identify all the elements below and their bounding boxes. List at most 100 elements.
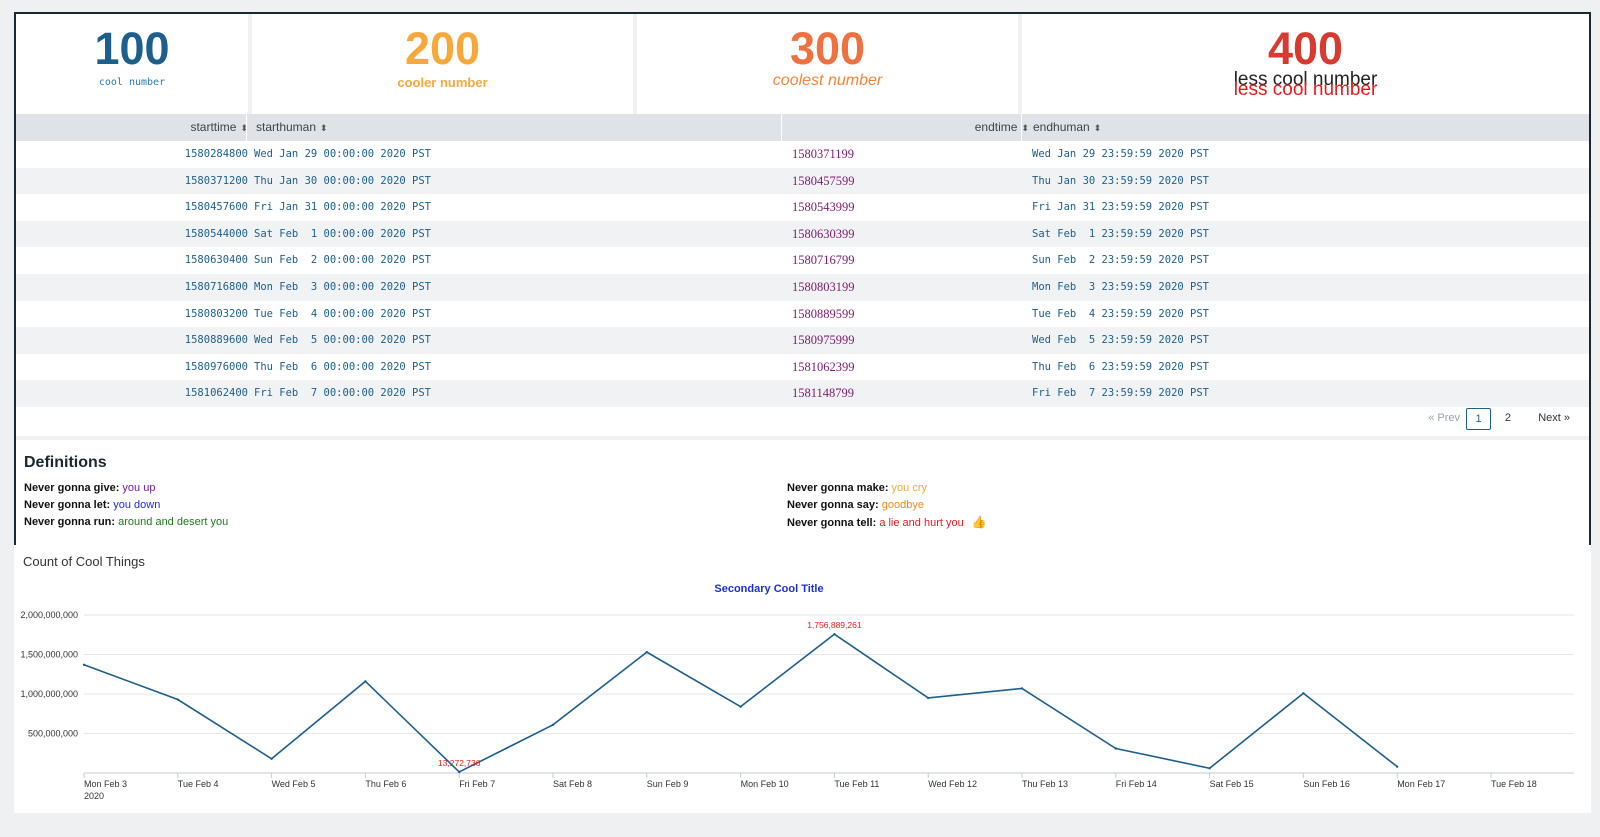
data-point[interactable] xyxy=(551,723,555,727)
y-tick-label: 1,000,000,000 xyxy=(20,689,78,699)
single-value-100[interactable]: 100 cool number xyxy=(16,14,248,114)
column-header-starthuman[interactable]: starthuman ⬍ xyxy=(256,114,328,141)
column-header-endhuman[interactable]: endhuman ⬍ xyxy=(1033,114,1101,141)
definition-key: Never gonna tell: xyxy=(787,517,877,529)
cell-starthuman: Sun Feb 2 00:00:00 2020 PST xyxy=(254,254,432,267)
x-tick-label: Fri Feb 7 xyxy=(459,779,495,789)
cell-endtime: 1580975999 xyxy=(792,333,855,348)
table-row[interactable]: 1580284800 Wed Jan 29 00:00:00 2020 PST 15… xyxy=(16,141,1589,168)
x-tick-label: Wed Feb 12 xyxy=(928,779,977,789)
definition-item: Never gonna tell: a lie and hurt you 👍 xyxy=(787,515,987,530)
definition-item: Never gonna let: you down xyxy=(24,498,160,512)
data-point[interactable] xyxy=(739,705,742,708)
table-row[interactable]: 1580976000 Thu Feb 6 00:00:00 2020 PST 158… xyxy=(16,353,1589,381)
x-tick-label: Mon Feb 10 xyxy=(741,779,789,789)
data-point[interactable] xyxy=(176,698,179,701)
cell-starthuman: Wed Feb 5 00:00:00 2020 PST xyxy=(254,334,432,347)
cell-starttime: 1580630400 xyxy=(184,254,248,267)
definition-key: Never gonna make: xyxy=(787,482,889,494)
cell-starttime: 1580716800 xyxy=(184,281,248,293)
cell-endtime: 1581062399 xyxy=(792,359,855,374)
x-tick-label: Sat Feb 15 xyxy=(1210,779,1254,789)
pagination: « Prev 1 2 Next » xyxy=(1413,408,1573,430)
cell-endhuman: Mon Feb 3 23:59:59 2020 PST xyxy=(1032,281,1210,293)
cell-starttime: 1580544000 xyxy=(184,227,248,240)
table-row[interactable]: 1581062400 Fri Feb 7 00:00:00 2020 PST 158… xyxy=(16,380,1589,407)
page-1-button[interactable]: 1 xyxy=(1466,408,1491,430)
column-divider xyxy=(246,114,247,141)
definition-key: Never gonna run: xyxy=(24,516,116,528)
cell-starttime: 1580803200 xyxy=(184,307,248,320)
cell-endhuman: Sat Feb 1 23:59:59 2020 PST xyxy=(1032,227,1210,240)
data-point[interactable] xyxy=(1020,687,1024,690)
x-tick-label: Tue Feb 4 xyxy=(178,779,219,789)
data-point[interactable] xyxy=(270,757,273,760)
table-row[interactable]: 1580889600 Wed Feb 5 00:00:00 2020 PST 158… xyxy=(16,327,1589,354)
cell-endtime: 1580371199 xyxy=(792,147,855,161)
single-value-number: 100 xyxy=(94,23,170,74)
definition-item: Never gonna say: goodbye xyxy=(787,498,924,512)
sort-icon: ⬍ xyxy=(1093,123,1102,133)
column-divider xyxy=(1021,114,1022,141)
definition-value: goodbye xyxy=(881,499,924,511)
data-point[interactable] xyxy=(1114,747,1118,750)
page-2-button[interactable]: 2 xyxy=(1504,412,1511,424)
x-tick-label: Mon Feb 17 xyxy=(1397,779,1445,789)
definition-value: around and desert you xyxy=(118,516,229,528)
single-value-label: cooler number xyxy=(397,75,488,90)
dashboard-panel: 100 cool number 200 cooler number 300 co… xyxy=(14,12,1591,555)
single-value-400[interactable]: 400 less cool number less cool number xyxy=(1022,14,1589,114)
single-value-label-overlay: less cool number xyxy=(1233,79,1378,100)
y-tick-label: 1,500,000,000 xyxy=(20,650,78,660)
table-row[interactable]: 1580630400 Sun Feb 2 00:00:00 2020 PST 158… xyxy=(16,247,1589,274)
data-point[interactable] xyxy=(364,680,367,683)
cell-endhuman: Fri Feb 7 23:59:59 2020 PST xyxy=(1032,387,1210,400)
definition-key: Never gonna give: xyxy=(24,482,120,494)
data-point[interactable] xyxy=(1302,692,1305,695)
definition-key: Never gonna let: xyxy=(24,499,111,511)
column-header-label: starttime xyxy=(190,120,237,134)
x-tick-label: Thu Feb 13 xyxy=(1022,779,1068,789)
line-chart[interactable]: Secondary Cool Title 2,000,000,000 1,500,0… xyxy=(14,545,1591,813)
cell-endhuman: Thu Jan 30 23:59:59 2020 PST xyxy=(1032,174,1210,187)
single-value-label: less cool number xyxy=(1233,69,1378,90)
table-row[interactable]: 1580803200 Tue Feb 4 00:00:00 2020 PST 158… xyxy=(16,300,1589,328)
cell-endtime: 1580889599 xyxy=(792,306,855,321)
prev-page-link[interactable]: « Prev xyxy=(1428,412,1460,424)
table-row[interactable]: 1580371200 Thu Jan 30 00:00:00 2020 PST 15… xyxy=(16,167,1589,195)
x-tick-label: Tue Feb 18 xyxy=(1491,779,1537,789)
table-row[interactable]: 1580544000 Sat Feb 1 00:00:00 2020 PST 158… xyxy=(16,220,1589,248)
cell-endtime: 1580630399 xyxy=(792,226,855,241)
single-value-200[interactable]: 200 cooler number xyxy=(252,14,633,114)
data-point[interactable] xyxy=(645,650,648,654)
table-row[interactable]: 1580457600 Fri Jan 31 00:00:00 2020 PST 15… xyxy=(16,194,1589,221)
chart-panel: Count of Cool Things Secondary Cool Titl… xyxy=(14,545,1591,813)
data-point[interactable] xyxy=(927,696,930,700)
column-header-starttime[interactable]: starttime ⬍ xyxy=(190,114,248,141)
cell-starthuman: Sat Feb 1 00:00:00 2020 PST xyxy=(254,227,432,240)
single-value-300[interactable]: 300 coolest number xyxy=(637,14,1018,114)
x-tick-label: Sat Feb 8 xyxy=(553,779,592,789)
cell-starttime: 1581062400 xyxy=(184,387,248,400)
data-point[interactable] xyxy=(833,633,836,636)
column-divider xyxy=(781,114,782,141)
single-value-label: coolest number xyxy=(772,72,883,89)
data-point[interactable] xyxy=(458,770,461,774)
table-row[interactable]: 1580716800 Mon Feb 3 00:00:00 2020 PST 158… xyxy=(16,274,1589,301)
column-header-label: endtime xyxy=(974,120,1018,134)
definition-value: a lie and hurt you xyxy=(879,517,964,529)
divider xyxy=(16,436,1589,440)
column-header-endtime[interactable]: endtime ⬍ xyxy=(975,114,1029,141)
next-page-link[interactable]: Next » xyxy=(1538,412,1570,424)
data-point[interactable] xyxy=(82,663,86,666)
cell-endhuman: Sun Feb 2 23:59:59 2020 PST xyxy=(1032,254,1210,267)
data-label: 13,272,736 xyxy=(438,758,481,768)
data-point[interactable] xyxy=(1208,767,1211,770)
y-tick-label: 2,000,000,000 xyxy=(20,610,78,620)
definition-item: Never gonna make: you cry xyxy=(787,481,927,495)
cell-starthuman: Thu Jan 30 00:00:00 2020 PST xyxy=(254,174,432,187)
data-point[interactable] xyxy=(1396,765,1399,768)
sort-icon: ⬍ xyxy=(320,123,328,133)
cell-endtime: 1580716799 xyxy=(792,253,855,268)
cell-endtime: 1580457599 xyxy=(792,173,855,188)
